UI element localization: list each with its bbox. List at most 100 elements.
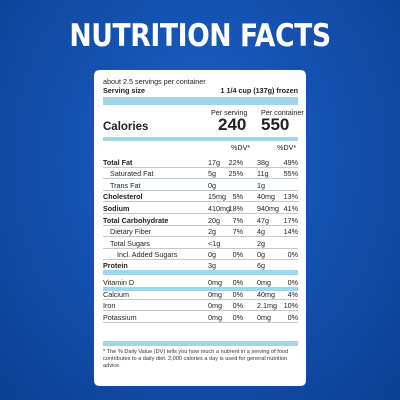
nutrient-value-c: 40mg <box>257 290 275 299</box>
row-divider <box>103 310 298 311</box>
nutrient-row: Trans Fat 0g 1g <box>103 181 298 191</box>
nutrient-value-c: 6g <box>257 261 265 270</box>
nutrient-value-a: 0g <box>208 250 216 259</box>
nutrient-value-c: 0mg <box>257 313 271 322</box>
row-divider <box>103 248 298 249</box>
nutrient-name: Dietary Fiber <box>110 227 152 236</box>
serving-size-value: 1 1/4 cup (137g) frozen <box>220 86 299 95</box>
nutrient-row: Potassium 0mg 0% 0mg 0% <box>103 313 298 323</box>
nutrient-value-d: 10% <box>283 301 298 310</box>
nutrient-row: Iron 0mg 0% 2.1mg 10% <box>103 301 298 311</box>
nutrient-value-b: 22% <box>228 158 243 167</box>
nutrient-name: Calcium <box>103 290 129 299</box>
nutrient-value-d: 49% <box>283 158 298 167</box>
nutrient-value-b: 0% <box>232 278 243 287</box>
nutrient-value-a: 0g <box>208 181 216 190</box>
nutrient-value-b: 7% <box>232 227 243 236</box>
nutrient-value-c: 0g <box>257 250 265 259</box>
nutrient-value-c: 2g <box>257 239 265 248</box>
nutrient-value-b: 0% <box>232 250 243 259</box>
nutrient-value-a: 410mg <box>208 204 230 213</box>
nutrient-value-d: 17% <box>283 216 298 225</box>
nutrition-label-panel: about 2.5 servings per container Serving… <box>94 70 306 386</box>
nutrient-value-a: 17g <box>208 158 220 167</box>
nutrient-value-b: 25% <box>228 169 243 178</box>
nutrient-name: Incl. Added Sugars <box>117 250 178 259</box>
nutrient-row: Total Fat 17g 22% 38g 49% <box>103 158 298 168</box>
nutrient-value-a: 20g <box>208 216 220 225</box>
nutrient-row: Saturated Fat 5g 25% 11g 55% <box>103 169 298 179</box>
nutrient-row: Calcium 0mg 0% 40mg 4% <box>103 290 298 300</box>
dv-header-container: %DV* <box>277 143 297 152</box>
calories-row: Calories 240 550 <box>103 115 298 135</box>
row-divider <box>103 259 298 260</box>
nutrient-value-b: 18% <box>228 204 243 213</box>
nutrient-value-d: 14% <box>283 227 298 236</box>
section-divider <box>103 287 298 291</box>
nutrient-value-a: <1g <box>208 239 221 248</box>
nutrient-value-d: 41% <box>283 204 298 213</box>
nutrient-value-c: 47g <box>257 216 269 225</box>
nutrient-row: Dietary Fiber 2g 7% 4g 14% <box>103 227 298 237</box>
nutrient-value-c: 0mg <box>257 278 271 287</box>
nutrient-value-a: 3g <box>208 261 216 270</box>
nutrient-name: Total Fat <box>103 158 133 167</box>
nutrient-row: Total Sugars <1g 2g <box>103 239 298 249</box>
row-divider <box>103 299 298 300</box>
nutrient-value-d: 55% <box>283 169 298 178</box>
nutrient-value-a: 15mg <box>208 192 226 201</box>
nutrient-name: Sodium <box>103 204 130 213</box>
nutrient-value-b: 5% <box>232 192 243 201</box>
serving-size-row: Serving size 1 1/4 cup (137g) frozen <box>103 86 298 96</box>
nutrient-row: Protein 3g 6g <box>103 261 298 271</box>
nutrient-row: Vitamin D 0mg 0% 0mg 0% <box>103 278 298 288</box>
nutrient-value-a: 0mg <box>208 301 222 310</box>
nutrient-value-a: 5g <box>208 169 216 178</box>
nutrient-value-b: 0% <box>232 313 243 322</box>
nutrient-value-c: 4g <box>257 227 265 236</box>
nutrient-value-c: 2.1mg <box>257 301 277 310</box>
nutrient-value-d: 0% <box>287 250 298 259</box>
servings-row: about 2.5 servings per container <box>103 77 298 87</box>
nutrient-value-c: 940mg <box>257 204 279 213</box>
nutrient-row: Sodium 410mg 18% 940mg 41% <box>103 204 298 214</box>
calories-serving: 240 <box>218 115 247 134</box>
nutrient-value-b: 0% <box>232 290 243 299</box>
per-serving-label: Per serving <box>211 108 248 117</box>
nutrient-value-a: 2g <box>208 227 216 236</box>
nutrient-value-b: 0% <box>232 301 243 310</box>
nutrient-row: Cholesterol 15mg 5% 40mg 13% <box>103 192 298 202</box>
nutrient-value-c: 1g <box>257 181 265 190</box>
bottom-divider <box>103 341 298 346</box>
calories-container: 550 <box>261 115 290 134</box>
nutrient-row: Total Carbohydrate 20g 7% 47g 17% <box>103 216 298 226</box>
nutrient-name: Potassium <box>103 313 137 322</box>
nutrient-name: Protein <box>103 261 128 270</box>
dv-header-row: %DV* %DV* <box>103 143 298 153</box>
nutrient-value-d: 4% <box>287 290 298 299</box>
row-divider <box>103 213 298 214</box>
nutrient-name: Trans Fat <box>110 181 141 190</box>
nutrient-name: Vitamin D <box>103 278 135 287</box>
serving-size-label: Serving size <box>103 86 145 95</box>
row-divider <box>103 322 298 323</box>
nutrient-name: Saturated Fat <box>110 169 154 178</box>
page-title: NUTRITION FACTS <box>69 18 331 54</box>
medium-divider <box>103 137 298 141</box>
nutrient-name: Total Sugars <box>110 239 150 248</box>
footnote: * The % Daily Value (DV) tells you how m… <box>103 349 289 370</box>
nutrient-row: Incl. Added Sugars 0g 0% 0g 0% <box>103 250 298 260</box>
nutrient-value-b: 7% <box>232 216 243 225</box>
row-divider <box>103 167 298 168</box>
nutrient-value-a: 0mg <box>208 290 222 299</box>
thick-divider <box>103 97 298 105</box>
nutrient-value-c: 11g <box>257 169 269 178</box>
nutrient-value-d: 0% <box>287 313 298 322</box>
section-divider <box>103 270 298 275</box>
per-container-label: Per container <box>261 108 304 117</box>
row-divider <box>103 178 298 179</box>
nutrient-value-c: 38g <box>257 158 269 167</box>
row-divider <box>103 201 298 202</box>
nutrient-value-a: 0mg <box>208 278 222 287</box>
per-header-row: Per serving Per container <box>103 108 304 118</box>
